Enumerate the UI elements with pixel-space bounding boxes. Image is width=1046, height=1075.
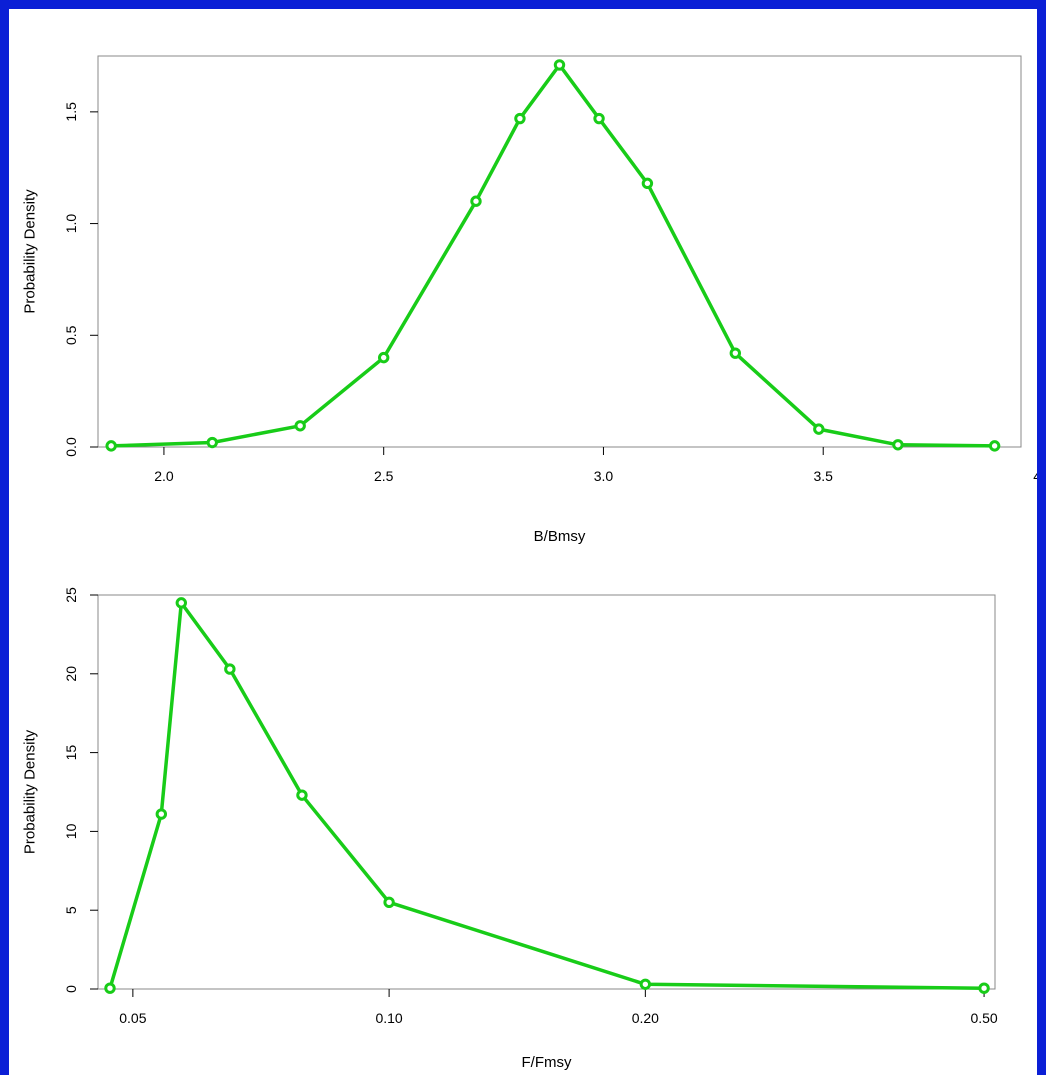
data-point xyxy=(294,420,306,432)
y-tick-label: 0.0 xyxy=(63,437,79,457)
x-tick-label: 0.05 xyxy=(119,1010,146,1026)
x-axis-title: F/Fmsy xyxy=(522,1054,572,1071)
y-tick-label: 1.5 xyxy=(63,102,79,122)
y-tick-label: 15 xyxy=(63,745,79,761)
data-point xyxy=(377,351,390,364)
y-tick-label: 1.0 xyxy=(63,214,79,234)
data-point xyxy=(383,896,395,909)
data-point xyxy=(729,347,742,359)
data-point xyxy=(813,423,825,435)
x-tick-label: 0.20 xyxy=(632,1010,659,1026)
plot-box xyxy=(97,594,996,990)
data-point xyxy=(105,440,117,452)
x-tick-label: 3.0 xyxy=(594,468,614,484)
y-tick-label: 25 xyxy=(63,587,79,603)
x-tick-label: 2.0 xyxy=(154,468,174,484)
chart-panel-2: 0.05 0.10 0.20 0.50 0 5 10 15 20 25 F/Fmsy Probabil… xyxy=(21,587,998,1071)
x-axis-title: B/Bmsy xyxy=(534,528,586,545)
x-tick-label: 2.5 xyxy=(374,468,394,484)
y-axis-title: Probability Density xyxy=(21,189,38,314)
y-tick-label: 5 xyxy=(63,906,79,914)
data-point xyxy=(593,112,605,125)
y-tick-label: 0 xyxy=(63,985,79,993)
x-tick-label: 4.0 xyxy=(1033,468,1037,484)
chart-panel-1: 2.0 2.5 3.0 3.5 4.0 0.0 0.5 1.0 1.5 B/Bmsy Probabi… xyxy=(21,55,1037,545)
data-point xyxy=(553,59,566,71)
series-line xyxy=(109,63,997,448)
data-point xyxy=(155,808,168,820)
data-point xyxy=(892,439,904,451)
plot-box xyxy=(97,55,1022,448)
data-point xyxy=(988,440,1001,452)
data-point xyxy=(470,195,482,207)
figure-canvas: 2.0 2.5 3.0 3.5 4.0 0.0 0.5 1.0 1.5 B/Bmsy Probabi… xyxy=(9,9,1037,1075)
data-point xyxy=(639,978,652,990)
data-point xyxy=(104,982,116,994)
y-tick-label: 10 xyxy=(63,823,79,839)
series-line xyxy=(108,601,986,990)
data-point xyxy=(175,597,188,609)
y-tick-label: 20 xyxy=(63,666,79,682)
figure-svg: 2.0 2.5 3.0 3.5 4.0 0.0 0.5 1.0 1.5 B/Bmsy Probabi… xyxy=(21,55,1037,1071)
data-point xyxy=(224,663,236,675)
y-axis-title: Probability Density xyxy=(21,729,38,854)
x-tick-label: 0.50 xyxy=(970,1010,997,1026)
data-point xyxy=(978,982,990,994)
data-point xyxy=(641,177,654,190)
data-point xyxy=(514,112,526,125)
x-tick-label: 0.10 xyxy=(375,1010,402,1026)
y-tick-label: 0.5 xyxy=(63,325,79,345)
data-point xyxy=(206,436,218,449)
data-point xyxy=(296,789,308,801)
x-tick-label: 3.5 xyxy=(813,468,833,484)
